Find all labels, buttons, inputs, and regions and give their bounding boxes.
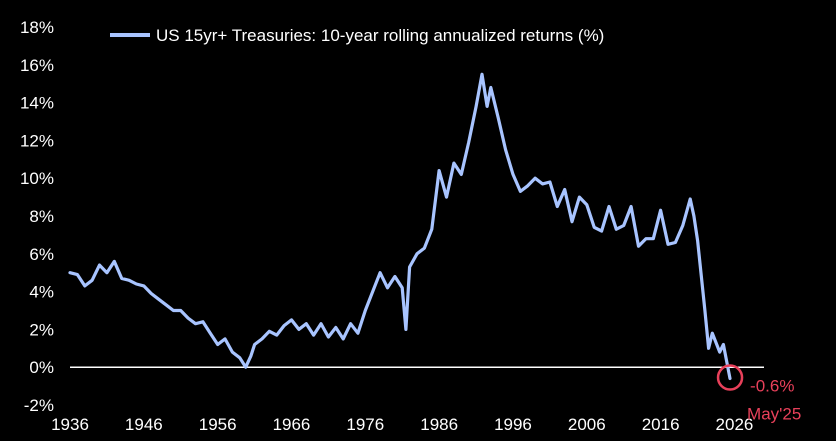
- y-axis-labels: 18% 16% 14% 12% 10% 8% 6% 4% 2% 0% -2%: [20, 18, 54, 415]
- y-tick-label: 0%: [29, 358, 54, 377]
- x-tick-label: 1996: [494, 415, 532, 434]
- x-tick-label: 2026: [716, 415, 754, 434]
- annotation-value-label: -0.6%: [750, 377, 794, 396]
- y-tick-label: 2%: [29, 320, 54, 339]
- x-tick-label: 1956: [199, 415, 237, 434]
- legend: US 15yr+ Treasuries: 10-year rolling ann…: [110, 26, 604, 45]
- y-tick-label: 18%: [20, 18, 54, 37]
- y-tick-label: 16%: [20, 56, 54, 75]
- y-tick-label: 12%: [20, 131, 54, 150]
- y-tick-label: -2%: [24, 396, 54, 415]
- annotation-circle: [716, 364, 744, 391]
- x-tick-label: 1966: [273, 415, 311, 434]
- annotation: -0.6% May'25: [716, 364, 801, 424]
- x-tick-label: 2016: [642, 415, 680, 434]
- y-tick-label: 14%: [20, 94, 54, 113]
- x-tick-label: 1986: [420, 415, 458, 434]
- series-line: [68, 72, 732, 381]
- y-tick-label: 8%: [29, 207, 54, 226]
- x-tick-label: 1976: [346, 415, 384, 434]
- legend-label: US 15yr+ Treasuries: 10-year rolling ann…: [156, 26, 604, 45]
- x-tick-label: 1946: [125, 415, 163, 434]
- x-axis-labels: 1936 1946 1956 1966 1976 1986 1996 2006 2016 2026: [51, 415, 753, 434]
- y-tick-label: 10%: [20, 169, 54, 188]
- series-layer: [68, 72, 732, 381]
- x-tick-label: 2006: [568, 415, 606, 434]
- annotation-date-label: May'25: [747, 405, 801, 424]
- x-tick-label: 1936: [51, 415, 89, 434]
- y-tick-label: 4%: [29, 283, 54, 302]
- y-tick-label: 6%: [29, 245, 54, 264]
